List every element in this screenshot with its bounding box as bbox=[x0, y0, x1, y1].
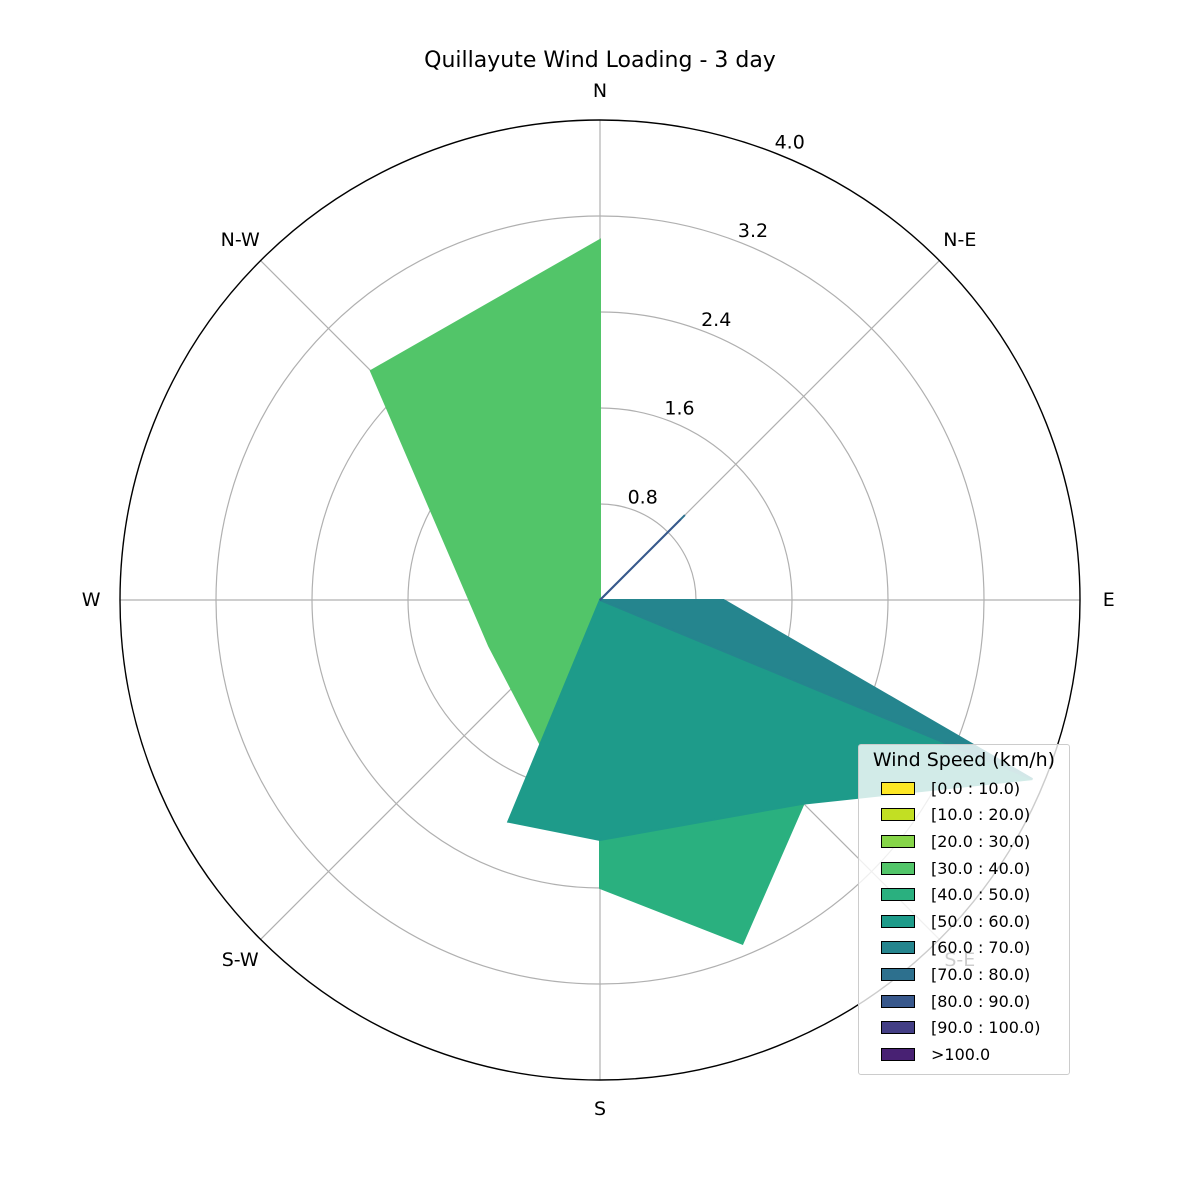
legend-swatch bbox=[881, 781, 915, 795]
direction-label-n: N bbox=[593, 80, 607, 102]
legend-label: [10.0 : 20.0) bbox=[931, 805, 1031, 825]
radial-tick-label: 0.8 bbox=[628, 486, 658, 508]
legend-swatch bbox=[881, 967, 915, 981]
legend-entry: >100.0 bbox=[867, 1041, 1061, 1068]
legend-entry: [30.0 : 40.0) bbox=[867, 855, 1061, 882]
radial-tick-label: 3.2 bbox=[738, 220, 768, 242]
legend-title: Wind Speed (km/h) bbox=[872, 749, 1056, 771]
radial-tick-label: 4.0 bbox=[775, 132, 805, 154]
legend-entry: [70.0 : 80.0) bbox=[867, 961, 1061, 988]
legend-label: [70.0 : 80.0) bbox=[931, 964, 1031, 984]
direction-label-s-w: S-W bbox=[222, 949, 259, 971]
legend-swatch bbox=[881, 1047, 915, 1061]
legend-swatch bbox=[881, 994, 915, 1008]
legend-swatch bbox=[881, 941, 915, 955]
legend: Wind Speed (km/h) [0.0 : 10.0) [10.0 : 20… bbox=[858, 744, 1070, 1075]
legend-swatch bbox=[881, 914, 915, 928]
legend-entry: [90.0 : 100.0) bbox=[867, 1014, 1061, 1041]
direction-label-s: S bbox=[594, 1098, 606, 1120]
legend-entry: [50.0 : 60.0) bbox=[867, 908, 1061, 935]
direction-label-w: W bbox=[82, 589, 101, 611]
direction-label-n-e: N-E bbox=[943, 229, 976, 251]
legend-swatch bbox=[881, 834, 915, 848]
legend-entry: [0.0 : 10.0) bbox=[867, 775, 1061, 802]
legend-label: >100.0 bbox=[931, 1044, 991, 1064]
legend-label: [50.0 : 60.0) bbox=[931, 911, 1031, 931]
legend-entry: [20.0 : 30.0) bbox=[867, 828, 1061, 855]
chart-title: Quillayute Wind Loading - 3 day bbox=[424, 48, 776, 73]
legend-label: [90.0 : 100.0) bbox=[931, 1018, 1041, 1038]
legend-label: [60.0 : 70.0) bbox=[931, 938, 1031, 958]
radial-tick-label: 2.4 bbox=[701, 309, 731, 331]
legend-swatch bbox=[881, 808, 915, 822]
radial-tick-labels: 0.8 1.6 2.4 3.2 4.0 bbox=[628, 132, 805, 509]
legend-swatch bbox=[881, 861, 915, 875]
legend-entry: [40.0 : 50.0) bbox=[867, 881, 1061, 908]
direction-label-n-w: N-W bbox=[221, 229, 260, 251]
legend-label: [0.0 : 10.0) bbox=[931, 778, 1021, 798]
petal-series-5 bbox=[599, 599, 1033, 781]
legend-label: [30.0 : 40.0) bbox=[931, 858, 1031, 878]
legend-entry: [80.0 : 90.0) bbox=[867, 988, 1061, 1015]
legend-label: [40.0 : 50.0) bbox=[931, 885, 1031, 905]
legend-label: [80.0 : 90.0) bbox=[931, 991, 1031, 1011]
direction-label-e: E bbox=[1103, 589, 1115, 611]
legend-swatch bbox=[881, 1021, 915, 1035]
petal-series-7 bbox=[599, 518, 682, 601]
legend-swatch bbox=[881, 888, 915, 902]
outer-circle bbox=[119, 119, 1081, 1081]
legend-entries: [0.0 : 10.0) [10.0 : 20.0) [20.0 : 30.0) [3… bbox=[867, 775, 1061, 1068]
legend-entry: [10.0 : 20.0) bbox=[867, 802, 1061, 829]
legend-label: [20.0 : 30.0) bbox=[931, 831, 1031, 851]
radial-tick-label: 1.6 bbox=[664, 398, 694, 420]
legend-entry: [60.0 : 70.0) bbox=[867, 935, 1061, 962]
